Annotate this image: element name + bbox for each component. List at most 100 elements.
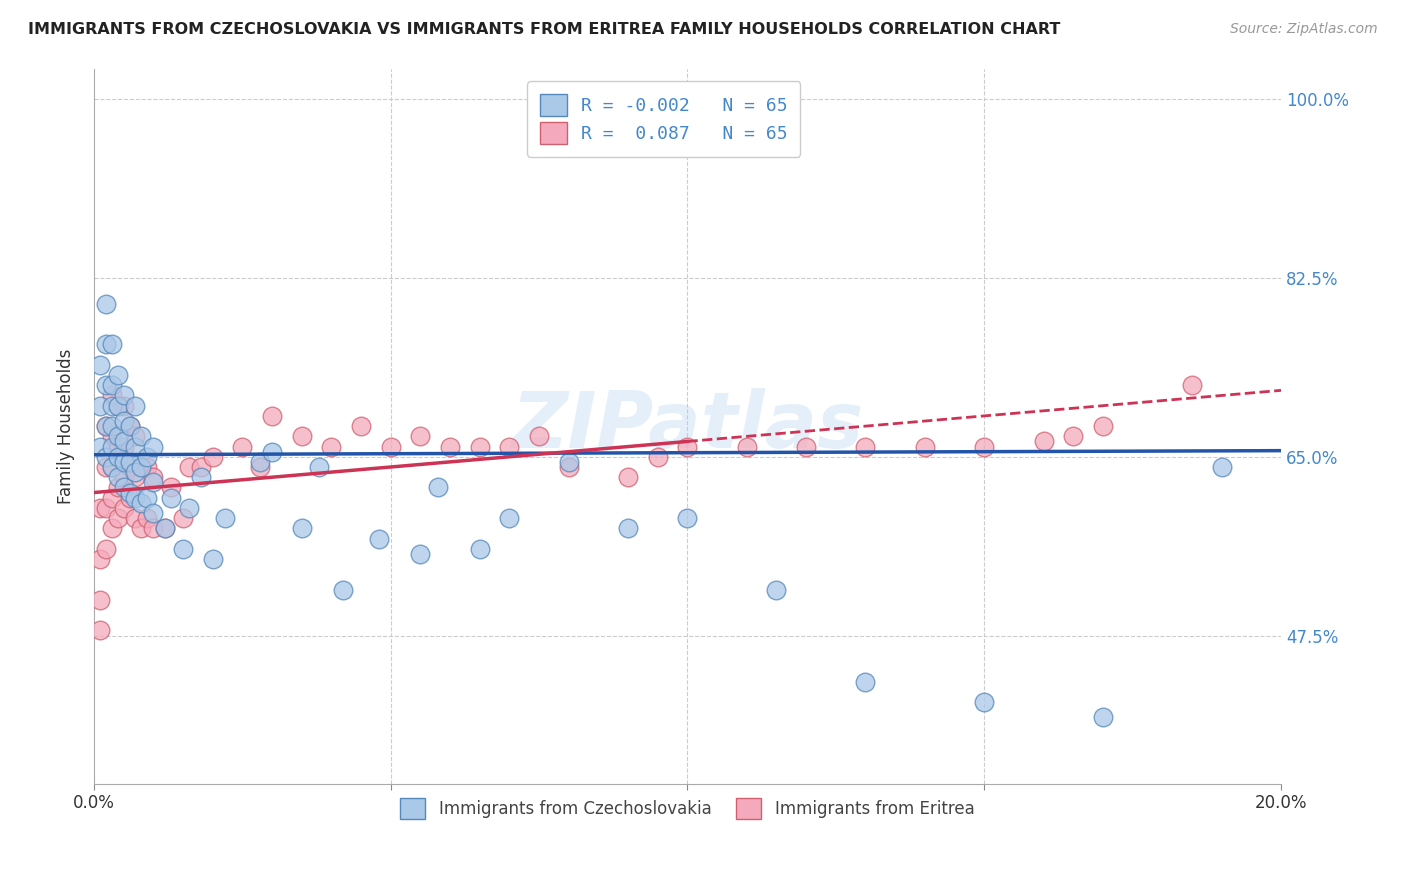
Point	[973, 695, 995, 709]
Point	[112, 470, 135, 484]
Point	[617, 521, 640, 535]
Point	[190, 470, 212, 484]
Point	[427, 480, 450, 494]
Point	[260, 409, 283, 423]
Point	[89, 399, 111, 413]
Point	[321, 440, 343, 454]
Point	[107, 450, 129, 464]
Point	[1211, 460, 1233, 475]
Point	[973, 440, 995, 454]
Point	[107, 368, 129, 382]
Point	[190, 460, 212, 475]
Point	[118, 419, 141, 434]
Point	[124, 440, 146, 454]
Point	[118, 485, 141, 500]
Point	[100, 440, 122, 454]
Point	[112, 414, 135, 428]
Point	[107, 440, 129, 454]
Legend: Immigrants from Czechoslovakia, Immigrants from Eritrea: Immigrants from Czechoslovakia, Immigran…	[394, 792, 981, 825]
Point	[647, 450, 669, 464]
Point	[350, 419, 373, 434]
Point	[107, 429, 129, 443]
Point	[112, 455, 135, 469]
Point	[527, 429, 550, 443]
Point	[468, 440, 491, 454]
Point	[131, 496, 153, 510]
Point	[89, 440, 111, 454]
Point	[142, 470, 165, 484]
Point	[855, 440, 877, 454]
Point	[409, 547, 432, 561]
Point	[131, 460, 153, 475]
Point	[94, 541, 117, 556]
Point	[100, 460, 122, 475]
Point	[367, 532, 389, 546]
Point	[100, 419, 122, 434]
Text: IMMIGRANTS FROM CZECHOSLOVAKIA VS IMMIGRANTS FROM ERITREA FAMILY HOUSEHOLDS CORR: IMMIGRANTS FROM CZECHOSLOVAKIA VS IMMIGR…	[28, 22, 1060, 37]
Point	[136, 491, 159, 505]
Point	[136, 511, 159, 525]
Point	[214, 511, 236, 525]
Point	[94, 460, 117, 475]
Point	[308, 460, 330, 475]
Point	[94, 419, 117, 434]
Point	[112, 500, 135, 515]
Point	[124, 465, 146, 479]
Point	[112, 480, 135, 494]
Point	[332, 582, 354, 597]
Point	[676, 440, 699, 454]
Point	[1062, 429, 1084, 443]
Point	[201, 552, 224, 566]
Point	[249, 460, 271, 475]
Point	[100, 378, 122, 392]
Point	[142, 475, 165, 490]
Point	[735, 440, 758, 454]
Point	[409, 429, 432, 443]
Point	[177, 460, 200, 475]
Point	[124, 399, 146, 413]
Point	[100, 399, 122, 413]
Point	[142, 506, 165, 520]
Point	[100, 388, 122, 402]
Point	[498, 511, 520, 525]
Point	[136, 460, 159, 475]
Point	[291, 521, 314, 535]
Point	[100, 460, 122, 475]
Point	[249, 455, 271, 469]
Point	[89, 500, 111, 515]
Point	[914, 440, 936, 454]
Point	[89, 624, 111, 638]
Point	[131, 460, 153, 475]
Point	[172, 511, 194, 525]
Point	[177, 500, 200, 515]
Point	[94, 500, 117, 515]
Point	[118, 460, 141, 475]
Point	[94, 296, 117, 310]
Point	[107, 399, 129, 413]
Point	[558, 460, 581, 475]
Point	[160, 491, 183, 505]
Point	[498, 440, 520, 454]
Point	[100, 521, 122, 535]
Point	[131, 521, 153, 535]
Point	[107, 470, 129, 484]
Point	[112, 399, 135, 413]
Point	[380, 440, 402, 454]
Point	[124, 429, 146, 443]
Point	[100, 337, 122, 351]
Point	[172, 541, 194, 556]
Point	[89, 358, 111, 372]
Point	[855, 674, 877, 689]
Point	[439, 440, 461, 454]
Point	[100, 429, 122, 443]
Point	[89, 592, 111, 607]
Point	[1181, 378, 1204, 392]
Point	[136, 450, 159, 464]
Point	[201, 450, 224, 464]
Y-axis label: Family Households: Family Households	[58, 349, 75, 504]
Point	[765, 582, 787, 597]
Point	[468, 541, 491, 556]
Point	[107, 399, 129, 413]
Point	[131, 429, 153, 443]
Point	[118, 455, 141, 469]
